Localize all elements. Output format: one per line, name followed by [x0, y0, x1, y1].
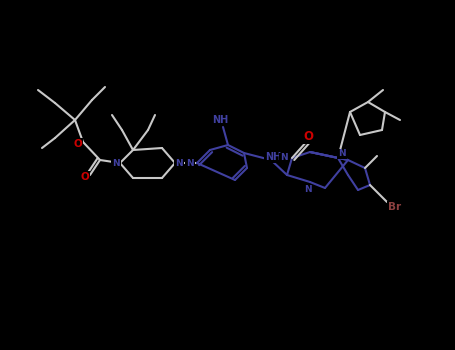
Text: N: N: [175, 159, 183, 168]
Text: N: N: [186, 159, 194, 168]
Text: O: O: [81, 172, 89, 182]
Text: NH: NH: [265, 152, 281, 162]
Text: N: N: [280, 154, 288, 162]
Text: O: O: [303, 130, 313, 142]
Text: N: N: [338, 149, 346, 159]
Text: O: O: [74, 139, 82, 149]
Text: Br: Br: [389, 202, 402, 212]
Text: N: N: [304, 186, 312, 195]
Text: NH: NH: [212, 115, 228, 125]
Text: N: N: [112, 159, 120, 168]
